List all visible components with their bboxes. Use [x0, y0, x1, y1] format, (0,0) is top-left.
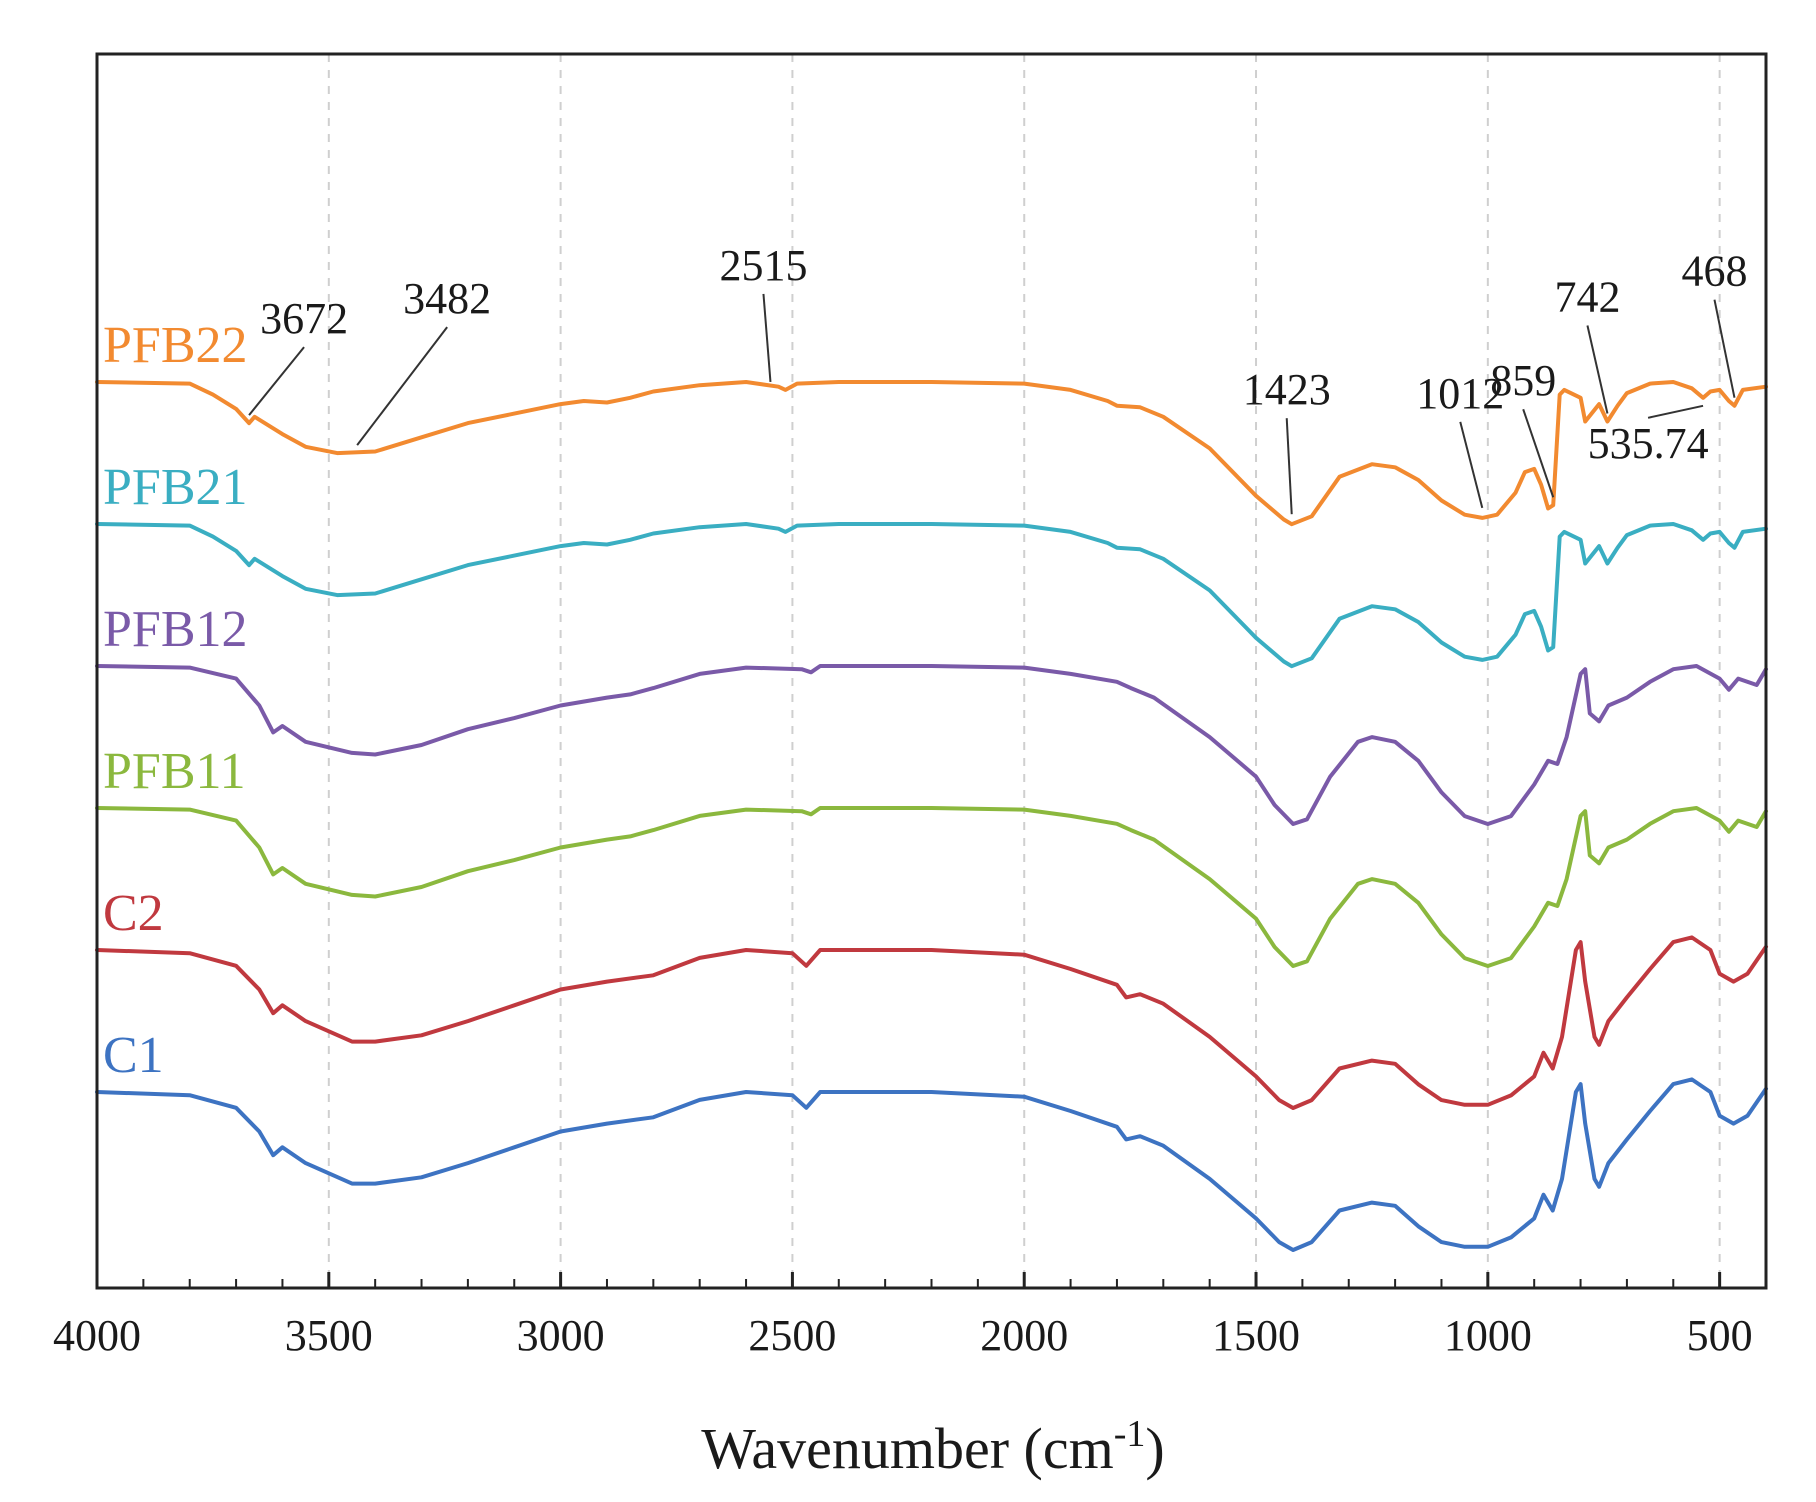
annotation-leader-3482 [356, 326, 448, 446]
annotation-leader-3672 [248, 346, 305, 416]
x-tick-label-2000: 2000 [980, 1311, 1068, 1360]
x-tick-label-2500: 2500 [748, 1311, 836, 1360]
series-label-c2: C2 [103, 885, 164, 942]
annotation-leader-1423 [1285, 418, 1293, 515]
annotation-label-1423: 1423 [1243, 365, 1331, 414]
annotation-leader-2515 [762, 293, 772, 382]
series-line-pfb12 [95, 664, 1768, 826]
annotation-leader-1012 [1459, 421, 1484, 509]
x-axis-title: Wavenumber (cm-1) [701, 1413, 1164, 1481]
x-tick-label-4000: 4000 [53, 1311, 141, 1360]
x-tick-label-1000: 1000 [1444, 1311, 1532, 1360]
x-tick-label-3500: 3500 [285, 1311, 373, 1360]
annotation-label-3482: 3482 [403, 274, 491, 323]
annotation-label-859: 859 [1490, 356, 1556, 405]
series-label-pfb12: PFB12 [103, 601, 248, 658]
annotation-label-468: 468 [1681, 247, 1747, 296]
annotation-leader-859 [1522, 408, 1555, 498]
series-group [95, 380, 1768, 1252]
x-axis-title-superscript: -1 [1114, 1413, 1146, 1455]
series-line-c2 [95, 935, 1768, 1110]
series-labels: PFB22 PFB21 PFB12 PFB11 C2 C1 [103, 317, 248, 1084]
annotation-label-535.74: 535.74 [1588, 419, 1709, 468]
series-line-pfb22 [95, 380, 1768, 527]
series-label-pfb22: PFB22 [103, 317, 248, 374]
annotation-label-2515: 2515 [719, 241, 807, 290]
series-line-c1 [95, 1077, 1768, 1252]
annotation-label-1012: 1012 [1416, 369, 1504, 418]
grid-lines [327, 54, 1721, 1288]
x-axis-title-close: ) [1145, 1416, 1164, 1481]
annotation-label-3672: 3672 [260, 294, 348, 343]
series-label-pfb21: PFB21 [103, 459, 248, 516]
x-tick-label-500: 500 [1687, 1311, 1753, 1360]
annotation-label-742: 742 [1554, 273, 1620, 322]
annotation-leader-535.74 [1647, 404, 1704, 419]
x-axis-ticks: 4000 3500 3000 2500 2000 1500 1000 500 [53, 1272, 1753, 1360]
series-line-pfb21 [95, 522, 1768, 669]
x-tick-label-3000: 3000 [517, 1311, 605, 1360]
annotation-leader-742 [1586, 325, 1609, 414]
series-line-pfb11 [95, 806, 1768, 968]
annotation-leader-468 [1713, 299, 1736, 398]
series-label-c1: C1 [103, 1027, 164, 1084]
series-label-pfb11: PFB11 [103, 743, 246, 800]
x-tick-label-1500: 1500 [1212, 1311, 1300, 1360]
